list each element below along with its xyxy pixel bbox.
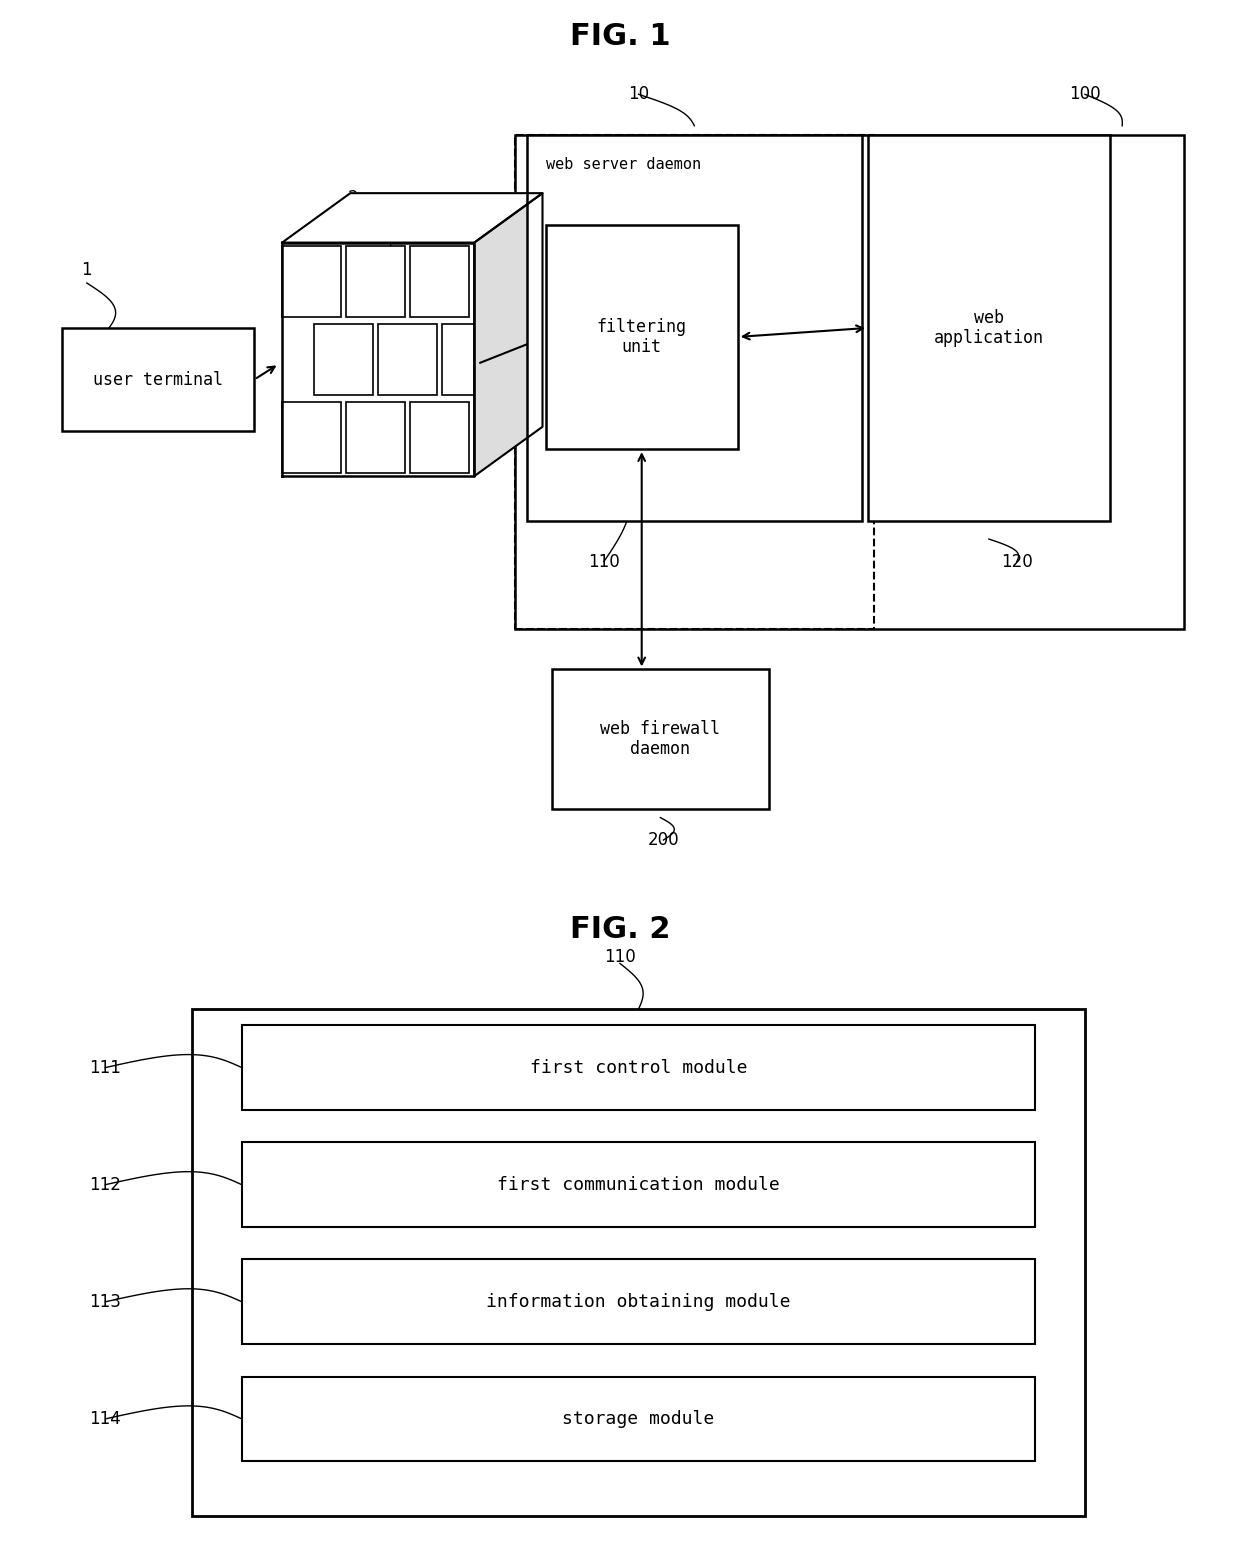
Text: user terminal: user terminal — [93, 370, 223, 389]
Bar — [546, 225, 738, 449]
Bar — [527, 135, 862, 520]
Text: web
application: web application — [934, 308, 1044, 347]
Bar — [281, 246, 341, 318]
Text: 2: 2 — [348, 189, 358, 206]
Bar — [552, 669, 769, 809]
Text: 10: 10 — [627, 85, 650, 104]
Text: web server daemon: web server daemon — [546, 158, 701, 172]
Bar — [410, 246, 469, 318]
Text: storage module: storage module — [563, 1410, 714, 1428]
Text: 120: 120 — [1001, 553, 1033, 570]
Polygon shape — [474, 194, 542, 476]
Bar — [192, 1008, 1085, 1516]
Text: 100: 100 — [1069, 85, 1101, 104]
Text: 110: 110 — [604, 948, 636, 967]
Bar — [515, 135, 874, 629]
Text: FIG. 2: FIG. 2 — [569, 914, 671, 943]
Text: first communication module: first communication module — [497, 1176, 780, 1194]
Text: 111: 111 — [89, 1058, 122, 1077]
Bar — [346, 401, 405, 472]
Text: 110: 110 — [588, 553, 620, 570]
Bar — [314, 324, 373, 395]
Text: web firewall
daemon: web firewall daemon — [600, 720, 720, 759]
Text: 112: 112 — [89, 1176, 122, 1194]
Bar — [242, 1025, 1035, 1109]
Text: 114: 114 — [89, 1410, 122, 1428]
Bar — [378, 324, 438, 395]
Text: 113: 113 — [89, 1293, 122, 1310]
Text: 200: 200 — [647, 830, 680, 849]
Bar — [281, 401, 341, 472]
Text: filtering
unit: filtering unit — [596, 318, 687, 356]
Text: 1: 1 — [82, 260, 92, 279]
Text: FIG. 1: FIG. 1 — [569, 23, 671, 51]
Bar — [242, 1377, 1035, 1461]
Bar — [346, 246, 405, 318]
Polygon shape — [281, 194, 542, 243]
Bar — [515, 135, 1184, 629]
Bar — [443, 324, 474, 395]
Text: first control module: first control module — [529, 1058, 748, 1077]
Bar — [410, 401, 469, 472]
Text: information obtaining module: information obtaining module — [486, 1293, 791, 1310]
Bar — [868, 135, 1110, 520]
Bar — [242, 1259, 1035, 1345]
Bar — [62, 328, 254, 431]
Bar — [242, 1143, 1035, 1227]
